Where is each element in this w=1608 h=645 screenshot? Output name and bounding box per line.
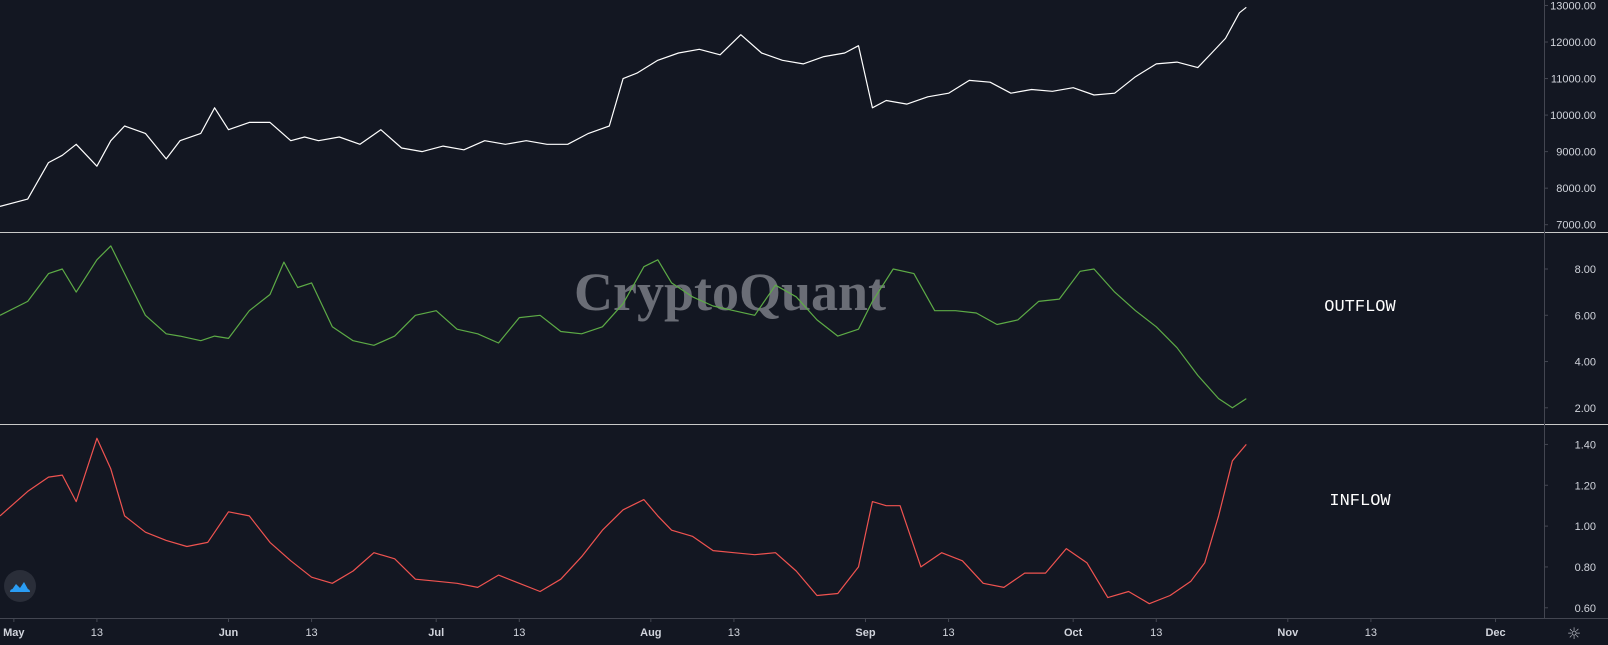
series-line-outflow: [0, 245, 1247, 409]
x-tick-label: Oct: [1064, 627, 1083, 639]
x-tick-label: 13: [1365, 627, 1377, 639]
x-tick-label: Aug: [640, 627, 661, 639]
y-tick-label: 13000.00: [1550, 0, 1596, 12]
y-tick-label: 6.00: [1575, 310, 1596, 322]
tradingview-logo-button[interactable]: [4, 570, 36, 602]
y-tick-label: 9000.00: [1556, 147, 1596, 159]
pane-label-outflow: OUTFLOW: [1324, 298, 1396, 317]
series-line-price: [0, 6, 1247, 207]
x-tick-label: Dec: [1485, 627, 1505, 639]
series-line-inflow: [0, 437, 1247, 605]
x-tick-label: 13: [942, 627, 954, 639]
y-tick-label: 7000.00: [1556, 220, 1596, 232]
gear-icon[interactable]: ☼: [1566, 624, 1582, 643]
y-tick-label: 11000.00: [1551, 74, 1596, 86]
watermark: CryptoQuant: [574, 262, 886, 322]
y-tick-label: 2.00: [1575, 403, 1596, 415]
y-tick-label: 12000.00: [1550, 37, 1596, 49]
x-tick-label: May: [3, 627, 25, 639]
y-tick-label: 1.00: [1575, 521, 1596, 533]
x-tick-label: 13: [513, 627, 525, 639]
y-tick-label: 8000.00: [1556, 183, 1596, 195]
y-tick-label: 10000.00: [1550, 110, 1596, 122]
y-tick-label: 1.20: [1575, 480, 1596, 492]
x-tick-label: 13: [1150, 627, 1162, 639]
x-tick-label: Jun: [219, 627, 239, 639]
x-tick-label: Jul: [428, 627, 444, 639]
y-tick-label: 0.60: [1575, 603, 1596, 615]
y-tick-label: 0.80: [1575, 562, 1596, 574]
x-tick-label: 13: [91, 627, 103, 639]
tradingview-cloud-icon: [10, 582, 30, 592]
x-tick-label: Sep: [855, 627, 875, 639]
pane-label-inflow: INFLOW: [1329, 492, 1391, 511]
y-tick-label: 4.00: [1575, 357, 1596, 369]
y-tick-label: 1.40: [1575, 439, 1596, 451]
x-tick-label: 13: [305, 627, 317, 639]
x-tick-label: Nov: [1277, 627, 1299, 639]
y-tick-label: 8.00: [1575, 264, 1596, 276]
x-tick-label: 13: [728, 627, 740, 639]
